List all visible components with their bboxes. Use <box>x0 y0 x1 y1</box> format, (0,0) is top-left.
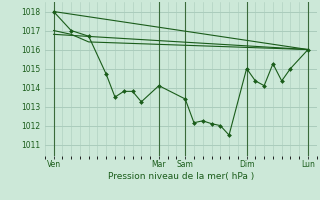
X-axis label: Pression niveau de la mer( hPa ): Pression niveau de la mer( hPa ) <box>108 172 254 181</box>
